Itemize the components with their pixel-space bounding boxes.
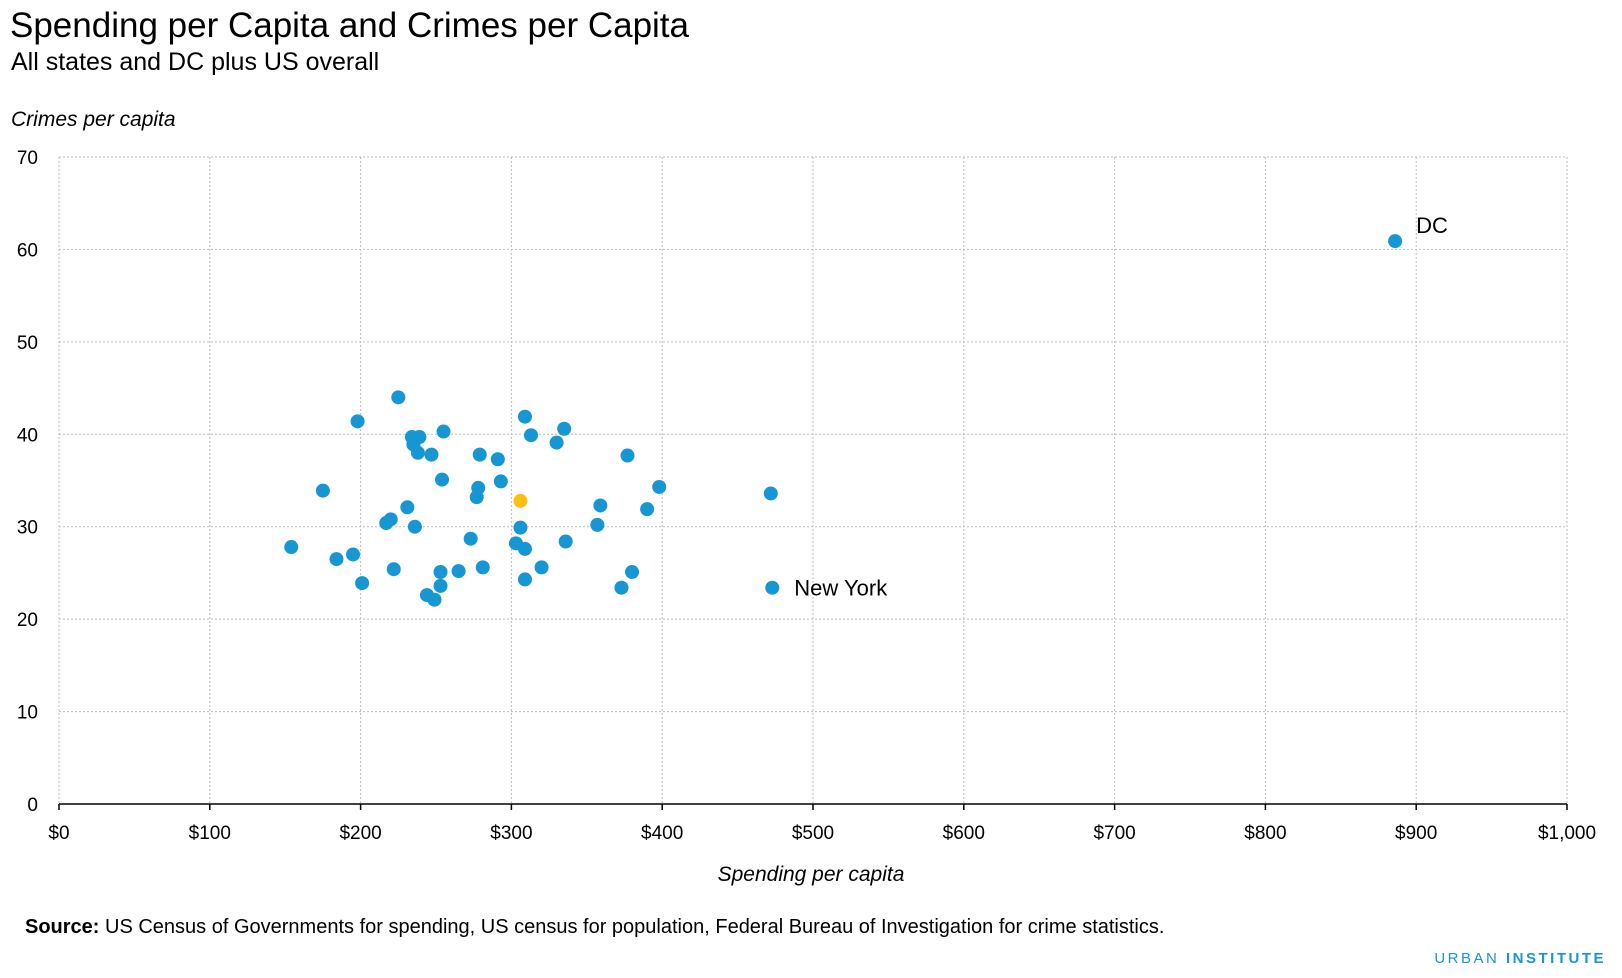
state-point xyxy=(517,541,532,556)
x-tick-label: $100 xyxy=(189,823,231,844)
state-point xyxy=(410,445,425,460)
axes xyxy=(58,803,1568,810)
state-point xyxy=(517,409,532,424)
brand-word-institute: INSTITUTE xyxy=(1499,950,1606,967)
state-point xyxy=(625,565,640,580)
x-tick-label: $900 xyxy=(1395,823,1437,844)
x-tick-label: $300 xyxy=(490,823,532,844)
state-point xyxy=(400,500,415,515)
state-point xyxy=(513,520,528,535)
chart-title: Spending per Capita and Crimes per Capit… xyxy=(10,6,689,45)
point-annotation: New York xyxy=(794,576,888,601)
source-label: Source: xyxy=(25,916,100,938)
source-text: US Census of Governments for spending, U… xyxy=(99,916,1165,938)
state-point xyxy=(383,512,398,527)
x-tick-label: $1,000 xyxy=(1538,823,1596,844)
y-tick-label: 0 xyxy=(27,795,38,816)
x-tick-label: $200 xyxy=(339,823,381,844)
state-point xyxy=(475,560,490,575)
y-tick-label: 50 xyxy=(17,333,38,354)
state-point xyxy=(620,448,635,463)
state-point xyxy=(558,534,573,549)
y-tick-label: 10 xyxy=(17,703,38,724)
state-point xyxy=(346,547,361,562)
x-tick-label: $600 xyxy=(943,823,985,844)
state-point xyxy=(593,498,608,513)
y-tick-label: 70 xyxy=(17,148,38,169)
state-point xyxy=(652,479,667,494)
state-point xyxy=(640,502,655,517)
y-tick-label: 20 xyxy=(17,610,38,631)
state-point xyxy=(407,519,422,534)
data-points xyxy=(284,234,1403,607)
y-tick-label: 60 xyxy=(17,240,38,261)
state-point xyxy=(436,424,451,439)
chart-subtitle: All states and DC plus US overall xyxy=(11,48,380,76)
x-tick-label: $800 xyxy=(1244,823,1286,844)
y-tick-label: 40 xyxy=(17,425,38,446)
gridlines xyxy=(58,156,1568,804)
state-point xyxy=(412,430,427,445)
state-point xyxy=(350,414,365,429)
brand-logo: URBAN INSTITUTE xyxy=(1434,950,1606,967)
annotations: DC New York xyxy=(794,213,1448,601)
state-point xyxy=(524,428,539,443)
state-point xyxy=(534,560,549,575)
state-point xyxy=(355,576,370,591)
state-point xyxy=(471,480,486,495)
x-tick-label: $400 xyxy=(641,823,683,844)
state-point xyxy=(1388,234,1403,249)
tick-labels: 0 10 20 30 40 50 60 70 $0 $100 $200 $300 $400 $500 $60… xyxy=(17,148,1596,844)
y-axis-label: Crimes per capita xyxy=(11,108,176,131)
state-point xyxy=(386,562,401,577)
state-point xyxy=(590,517,605,532)
y-tick-label: 30 xyxy=(17,518,38,539)
state-point xyxy=(391,390,406,405)
state-point xyxy=(614,580,629,595)
state-point xyxy=(549,435,564,450)
state-point xyxy=(435,472,450,487)
x-tick-label: $500 xyxy=(792,823,834,844)
state-point xyxy=(463,531,478,546)
state-point xyxy=(427,592,442,607)
state-point xyxy=(763,486,778,501)
x-tick-label: $700 xyxy=(1093,823,1135,844)
state-point xyxy=(490,452,505,467)
state-point xyxy=(472,447,487,462)
brand-word-urban: URBAN xyxy=(1434,950,1500,967)
state-point xyxy=(451,564,466,579)
x-axis-label: Spending per capita xyxy=(717,863,905,886)
state-point xyxy=(329,552,344,567)
state-point xyxy=(433,565,448,580)
state-point xyxy=(315,483,330,498)
state-point xyxy=(433,578,448,593)
state-point xyxy=(517,572,532,587)
us-overall-point xyxy=(513,493,528,508)
source-note: Source: US Census of Governments for spe… xyxy=(25,916,1164,939)
x-tick-label: $0 xyxy=(48,823,69,844)
state-point xyxy=(424,447,439,462)
state-point xyxy=(557,421,572,436)
point-annotation: DC xyxy=(1416,213,1448,238)
state-point xyxy=(493,474,508,489)
state-point xyxy=(284,540,299,555)
state-point xyxy=(765,580,780,595)
